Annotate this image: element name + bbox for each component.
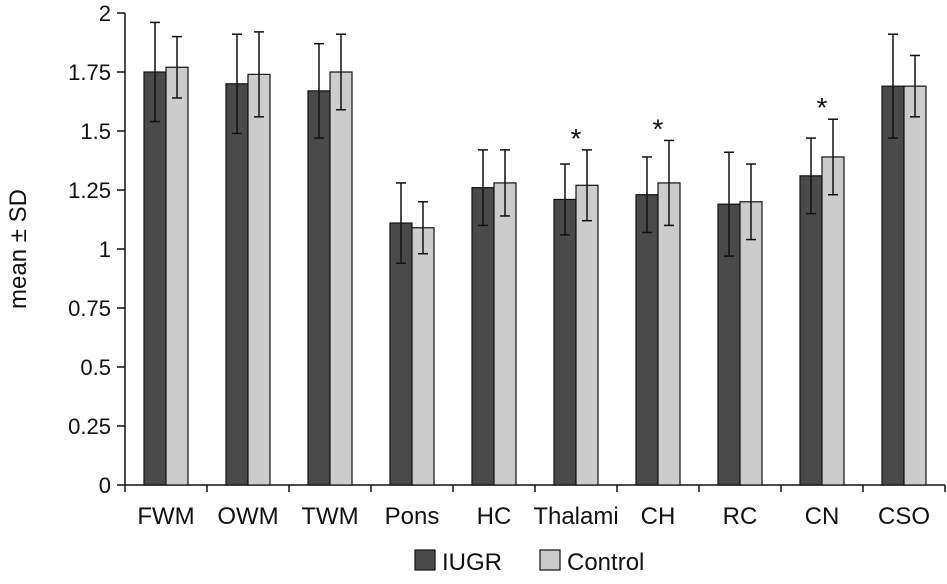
significance-star: * bbox=[653, 113, 664, 144]
category-label: OWM bbox=[217, 503, 278, 530]
bar-iugr-cso bbox=[881, 85, 905, 486]
bar-control-thalami bbox=[575, 184, 599, 486]
bar-control-pons bbox=[411, 227, 435, 486]
legend-swatch-iugr bbox=[414, 549, 436, 571]
bar-iugr-ch bbox=[635, 194, 659, 486]
category-label: Thalami bbox=[533, 503, 618, 530]
y-tick-label: 1.75 bbox=[68, 60, 111, 85]
chart-labels: FWM OWM TWM Pons HC Thalami CH RC CN CSO * * * bbox=[137, 92, 930, 530]
significance-star: * bbox=[571, 123, 582, 154]
bar-control-cn bbox=[821, 156, 845, 486]
category-label: RC bbox=[723, 503, 758, 530]
bar-iugr-thalami bbox=[553, 198, 577, 486]
legend-label-iugr: IUGR bbox=[442, 549, 502, 576]
y-tick-label: 0 bbox=[99, 473, 111, 498]
category-label: TWM bbox=[301, 503, 358, 530]
bar-control-hc bbox=[493, 182, 517, 486]
y-tick-label: 0.75 bbox=[68, 296, 111, 321]
category-label: Pons bbox=[385, 503, 440, 530]
category-label: FWM bbox=[137, 503, 194, 530]
y-tick-label: 1.5 bbox=[80, 119, 111, 144]
bar-iugr-hc bbox=[471, 187, 495, 486]
bar-iugr-owm bbox=[225, 83, 249, 486]
chart-error-bars bbox=[150, 21, 920, 264]
chart-axes: 0 0.25 0.5 0.75 1 1.25 1.5 1.75 2 mean ± SD bbox=[5, 1, 946, 498]
bar-iugr-twm bbox=[307, 90, 331, 486]
significance-star: * bbox=[817, 92, 828, 123]
bar-iugr-cn bbox=[799, 175, 823, 486]
chart-legend: IUGR Control bbox=[414, 549, 644, 576]
y-axis-title: mean ± SD bbox=[5, 189, 32, 309]
legend-swatch-control bbox=[539, 549, 561, 571]
legend-label-control: Control bbox=[567, 549, 644, 576]
y-tick-label: 1 bbox=[99, 237, 111, 262]
y-tick-label: 0.5 bbox=[80, 355, 111, 380]
y-tick-label: 2 bbox=[99, 1, 111, 26]
category-label: CH bbox=[641, 503, 676, 530]
y-tick-label: 1.25 bbox=[68, 178, 111, 203]
bar-control-owm bbox=[247, 73, 271, 486]
bar-control-ch bbox=[657, 182, 681, 486]
y-tick-label: 0.25 bbox=[68, 414, 111, 439]
bar-iugr-fwm bbox=[143, 71, 167, 486]
category-label: CSO bbox=[878, 503, 930, 530]
bar-control-fwm bbox=[165, 66, 189, 486]
category-label: HC bbox=[477, 503, 512, 530]
bar-control-cso bbox=[903, 85, 927, 486]
category-label: CN bbox=[805, 503, 840, 530]
bar-control-rc bbox=[739, 201, 763, 486]
chart-bars bbox=[143, 66, 927, 486]
bar-control-twm bbox=[329, 71, 353, 486]
